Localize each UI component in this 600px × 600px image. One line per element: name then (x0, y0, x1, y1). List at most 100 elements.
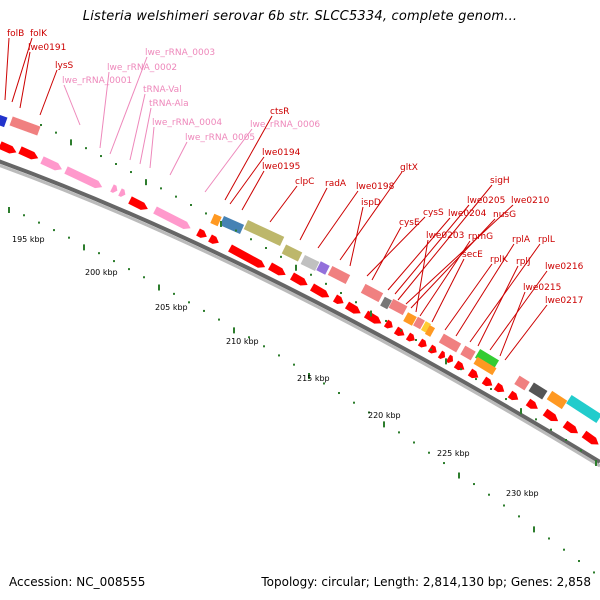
gene-label: cysS (423, 208, 444, 218)
cds-arrow (405, 332, 415, 342)
feature-dots (40, 124, 597, 466)
cds-arrow (383, 319, 393, 329)
feature-dot (580, 449, 582, 452)
label-leader-line (4, 37, 10, 101)
ruler-minor-dot (38, 221, 40, 224)
ruler-minor-dot (473, 483, 475, 486)
label-leader-line (63, 84, 81, 126)
ruler-labels: 195 kbp 200 kbp 205 kbp 210 kbp 215 kbp … (12, 235, 539, 498)
label-leader-line (455, 243, 515, 337)
feature-dot (145, 179, 147, 186)
cds-arrow (493, 382, 505, 393)
ruler-minor-dot (578, 560, 580, 563)
ruler-major-tick (233, 327, 235, 334)
gene-labels: folB folK lwe0191 lysS lwe_rRNA_0001 lwe_rRNA… (4, 29, 584, 361)
ruler-minor-dot (173, 292, 175, 295)
rna-arrow (64, 166, 103, 189)
label-leader-line (224, 115, 273, 201)
ruler-minor-dot (128, 268, 130, 271)
rna-label: lwe_rRNA_0003 (145, 48, 215, 58)
rna-label: lwe_rRNA_0001 (62, 76, 132, 86)
gene-label: lwe0210 (511, 196, 550, 206)
ruler-minor-dot (293, 363, 295, 366)
ruler-major-tick (383, 421, 385, 428)
accession-text: Accession: NC_008555 (9, 575, 146, 589)
feature-dot (550, 428, 552, 431)
cds-arrow (208, 234, 219, 244)
ruler-minor-dot (218, 318, 220, 321)
ruler-label: 230 kbp (506, 489, 539, 498)
gene-label: rplL (538, 235, 555, 245)
label-leader-line (394, 204, 470, 295)
feature-boxes (0, 114, 600, 423)
cds-arrow (417, 338, 427, 348)
feature-dot (520, 408, 522, 415)
gene-label: ctsR (270, 107, 289, 117)
cds-arrow (445, 354, 454, 363)
feature-dot (460, 368, 462, 371)
feature-dot (295, 264, 297, 271)
ruler-minor-dot (188, 301, 190, 304)
ruler-label: 225 kbp (437, 449, 470, 458)
ruler-label: 195 kbp (12, 235, 45, 244)
feature-dot (325, 282, 327, 285)
feature-dot (115, 163, 117, 165)
gene-label: lwe0194 (262, 148, 301, 158)
rna-label: lwe_rRNA_0006 (250, 120, 320, 130)
label-leader-line (410, 218, 496, 309)
feature-dot (535, 418, 537, 421)
cds-arrow (507, 390, 519, 401)
gene-label: lwe0198 (356, 182, 395, 192)
ruler-label: 215 kbp (297, 374, 330, 383)
ruler-minor-dot (593, 571, 595, 574)
ruler-minor-dot (323, 382, 325, 385)
map-title: Listeria welshimeri serovar 6b str. SLCC… (82, 9, 518, 24)
label-leader-line (204, 128, 253, 193)
cds-arrow (0, 141, 17, 154)
gene-label: lwe0195 (262, 162, 300, 172)
cds-arrow (562, 420, 579, 434)
rna-label: tRNA-Ala (149, 99, 189, 109)
feature-dot (100, 155, 102, 158)
ruler-major-tick (308, 373, 310, 379)
cds-arrow (309, 283, 330, 298)
gene-label: ispD (361, 198, 381, 208)
cds-arrow (453, 360, 465, 371)
ruler-minor-dot (443, 462, 445, 465)
label-leader-line (19, 51, 31, 109)
feature-dot (205, 212, 207, 215)
gene-label: folB (7, 29, 24, 39)
gene-label: cysE (399, 218, 420, 228)
feature-dot (565, 439, 567, 441)
feature-dot (355, 301, 357, 304)
label-leader-line (317, 190, 359, 249)
gene-label: lwe0217 (545, 296, 583, 306)
gene-label: lwe0216 (545, 262, 584, 272)
feature-dot (250, 238, 252, 241)
cds-arrow (481, 376, 493, 387)
label-leader-line (366, 216, 426, 277)
label-leader-line (405, 204, 514, 305)
gene-label: lwe0191 (28, 43, 66, 53)
feature-arrows (0, 141, 599, 445)
gene-label: sigH (490, 176, 510, 186)
ruler-label: 210 kbp (226, 337, 259, 346)
feature-dot (160, 187, 162, 190)
feature-dot (40, 124, 42, 126)
ruler-label: 200 kbp (85, 268, 118, 277)
ruler-minor-dot (548, 537, 550, 540)
ruler-minor-dot (53, 229, 55, 232)
feature-dot (190, 204, 192, 206)
ruler-minor-dot (263, 345, 265, 348)
rna-arrow (118, 188, 126, 197)
feature-dot (505, 398, 507, 401)
rna-arrow (40, 156, 62, 171)
cds-arrow (268, 262, 286, 276)
feature-dot (220, 220, 222, 227)
feature-dot (55, 131, 57, 134)
cds-arrow (128, 196, 148, 210)
gene-label: clpC (295, 177, 314, 187)
feature-dot (340, 292, 342, 294)
gene-label: nusG (493, 210, 516, 220)
